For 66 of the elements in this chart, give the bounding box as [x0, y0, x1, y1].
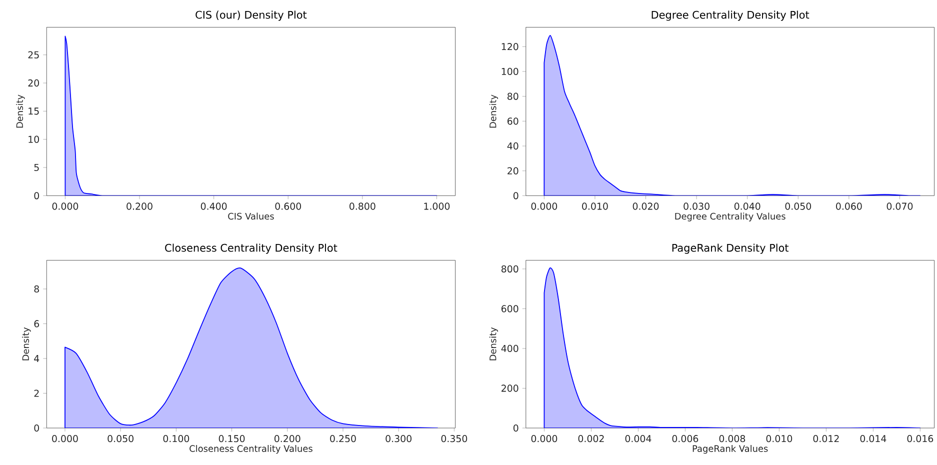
x-tick-label: 0.000 [531, 202, 558, 210]
x-tick-label: 0.008 [719, 434, 746, 442]
y-tick-label: 20 [28, 79, 39, 86]
x-tick-label: 0.002 [578, 434, 604, 442]
y-tick-label: 15 [28, 108, 39, 115]
y-tick-label: 10 [28, 136, 39, 143]
chart-title: PageRank Density Plot [672, 244, 789, 254]
x-tick-label: 0.000 [52, 202, 78, 210]
y-tick-label: 80 [507, 92, 518, 100]
x-tick-label: 0.000 [531, 434, 558, 442]
x-tick-label: 0.004 [625, 434, 652, 442]
chart-title: Closeness Centrality Density Plot [165, 244, 338, 254]
x-tick-label: 0.006 [672, 434, 698, 442]
y-tick-label: 8 [34, 285, 39, 292]
x-tick-label: 0.300 [386, 434, 412, 442]
y-tick-label: 60 [508, 117, 518, 125]
y-tick-label: 5 [34, 164, 39, 171]
x-tick-label: 0.250 [330, 434, 356, 442]
x-tick-label: 0.100 [163, 434, 190, 442]
y-tick-label: 0 [513, 424, 518, 432]
x-tick-label: 0.200 [126, 202, 152, 210]
x-tick-label: 0.030 [684, 202, 710, 210]
x-tick-label: 0.016 [907, 434, 934, 442]
chart-title: CIS (our) Density Plot [196, 10, 307, 21]
y-tick-label: 200 [502, 384, 518, 392]
y-axis-title: Density [16, 94, 25, 128]
y-axis-title: Density [22, 327, 31, 360]
y-tick-label: 100 [502, 68, 518, 75]
x-tick-label: 1.000 [424, 202, 450, 210]
x-tick-label: 0.040 [734, 202, 760, 210]
y-tick-label: 2 [34, 390, 39, 397]
x-axis-title: Closeness Centrality Values [190, 444, 312, 454]
y-tick-label: 400 [501, 344, 518, 352]
y-tick-label: 4 [34, 354, 40, 362]
x-tick-label: 0.350 [441, 434, 468, 442]
x-tick-label: 0.060 [836, 202, 862, 210]
y-tick-label: 0 [513, 192, 518, 200]
x-tick-label: 0.000 [52, 434, 78, 442]
x-tick-label: 0.014 [860, 434, 886, 442]
x-tick-label: 0.020 [632, 202, 659, 210]
x-tick-label: 0.400 [200, 202, 227, 210]
y-tick-label: 0 [34, 424, 39, 432]
x-axis-title: Degree Centrality Values [675, 212, 786, 222]
y-axis-title: Density [489, 94, 498, 128]
x-tick-label: 0.800 [350, 202, 376, 210]
x-tick-label: 0.070 [886, 202, 913, 210]
y-tick-label: 0 [34, 192, 39, 200]
x-tick-label: 0.200 [274, 434, 300, 442]
x-axis-title: CIS Values [228, 212, 274, 220]
x-tick-label: 0.050 [785, 202, 812, 210]
y-tick-label: 40 [507, 142, 518, 150]
y-tick-label: 20 [508, 167, 518, 174]
x-tick-label: 0.012 [813, 434, 839, 442]
x-tick-label: 0.010 [766, 434, 792, 442]
x-tick-label: 0.600 [275, 202, 302, 210]
y-tick-label: 120 [502, 42, 518, 50]
y-tick-label: 800 [501, 265, 518, 272]
y-axis-title: Density [489, 327, 498, 360]
y-tick-label: 25 [28, 51, 39, 58]
x-tick-label: 0.150 [218, 434, 245, 442]
x-tick-label: 0.050 [108, 434, 134, 442]
y-tick-label: 600 [502, 304, 518, 312]
x-axis-title: PageRank Values [692, 444, 768, 454]
chart-title: Degree Centrality Density Plot [652, 10, 810, 21]
x-tick-label: 0.010 [582, 202, 608, 210]
y-tick-label: 6 [34, 320, 40, 328]
